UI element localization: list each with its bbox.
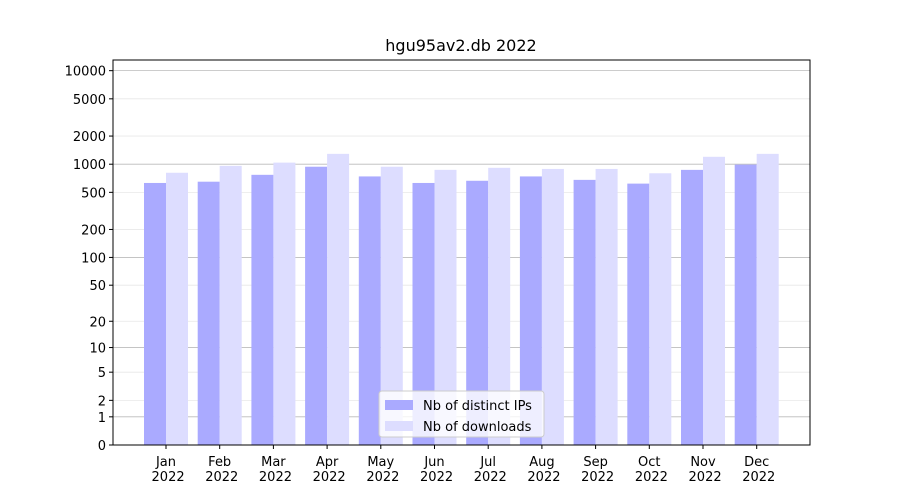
bar (488, 167, 511, 445)
bar (412, 182, 435, 445)
bar (251, 174, 274, 446)
bar (358, 176, 381, 445)
legend-swatch (385, 421, 413, 431)
y-tick-label: 100 (81, 251, 106, 266)
y-tick-label: 1000 (73, 158, 106, 173)
bar (649, 173, 672, 446)
y-tick-label: 2 (98, 394, 106, 409)
x-tick-label: Apr 2022 (308, 455, 345, 485)
x-tick-label: Mar 2022 (255, 455, 292, 485)
bar (273, 162, 296, 446)
bar (219, 165, 242, 445)
bar (144, 182, 166, 445)
x-tick-label: Jan 2022 (147, 455, 184, 485)
x-tick-label: May 2022 (362, 455, 399, 485)
bar (703, 156, 725, 445)
y-tick-label: 0 (98, 439, 106, 454)
bar (541, 168, 564, 445)
bar (305, 166, 328, 446)
bar (466, 180, 489, 445)
y-tick-label: 500 (81, 186, 106, 201)
x-tick-label: Feb 2022 (201, 455, 238, 485)
y-tick-label: 10000 (65, 65, 106, 80)
bar (380, 166, 403, 446)
bar (519, 176, 542, 445)
y-tick-label: 2000 (73, 130, 106, 145)
legend-label: Nb of downloads (423, 420, 532, 435)
bar (166, 172, 188, 445)
bar (197, 181, 220, 445)
x-tick-label: Jun 2022 (416, 455, 453, 485)
bar (734, 164, 757, 445)
x-tick-label: Sep 2022 (577, 455, 614, 485)
x-tick-label: Nov 2022 (684, 455, 721, 485)
x-tick-label: Dec 2022 (738, 455, 775, 485)
bar (756, 153, 779, 445)
y-tick-label: 200 (81, 223, 106, 238)
plot-frame (112, 59, 811, 446)
bar (627, 183, 650, 445)
y-tick-label: 20 (89, 315, 106, 330)
y-tick-label: 10 (89, 342, 106, 357)
y-tick-label: 5000 (73, 93, 106, 108)
bar (573, 179, 596, 445)
chart-title: hgu95av2.db 2022 (385, 36, 536, 55)
legend-label: Nb of distinct IPs (423, 399, 532, 414)
legend-swatch (385, 400, 413, 410)
legend-box (378, 390, 545, 438)
y-tick-label: 50 (89, 279, 106, 294)
bar (681, 169, 703, 446)
y-tick-label: 1 (98, 411, 106, 426)
bar (595, 168, 618, 445)
x-tick-label: Oct 2022 (631, 455, 668, 485)
x-tick-label: Aug 2022 (523, 455, 560, 485)
x-tick-label: Jul 2022 (470, 455, 507, 485)
bar (327, 153, 350, 445)
bar (434, 169, 457, 446)
y-tick-label: 5 (98, 366, 106, 381)
